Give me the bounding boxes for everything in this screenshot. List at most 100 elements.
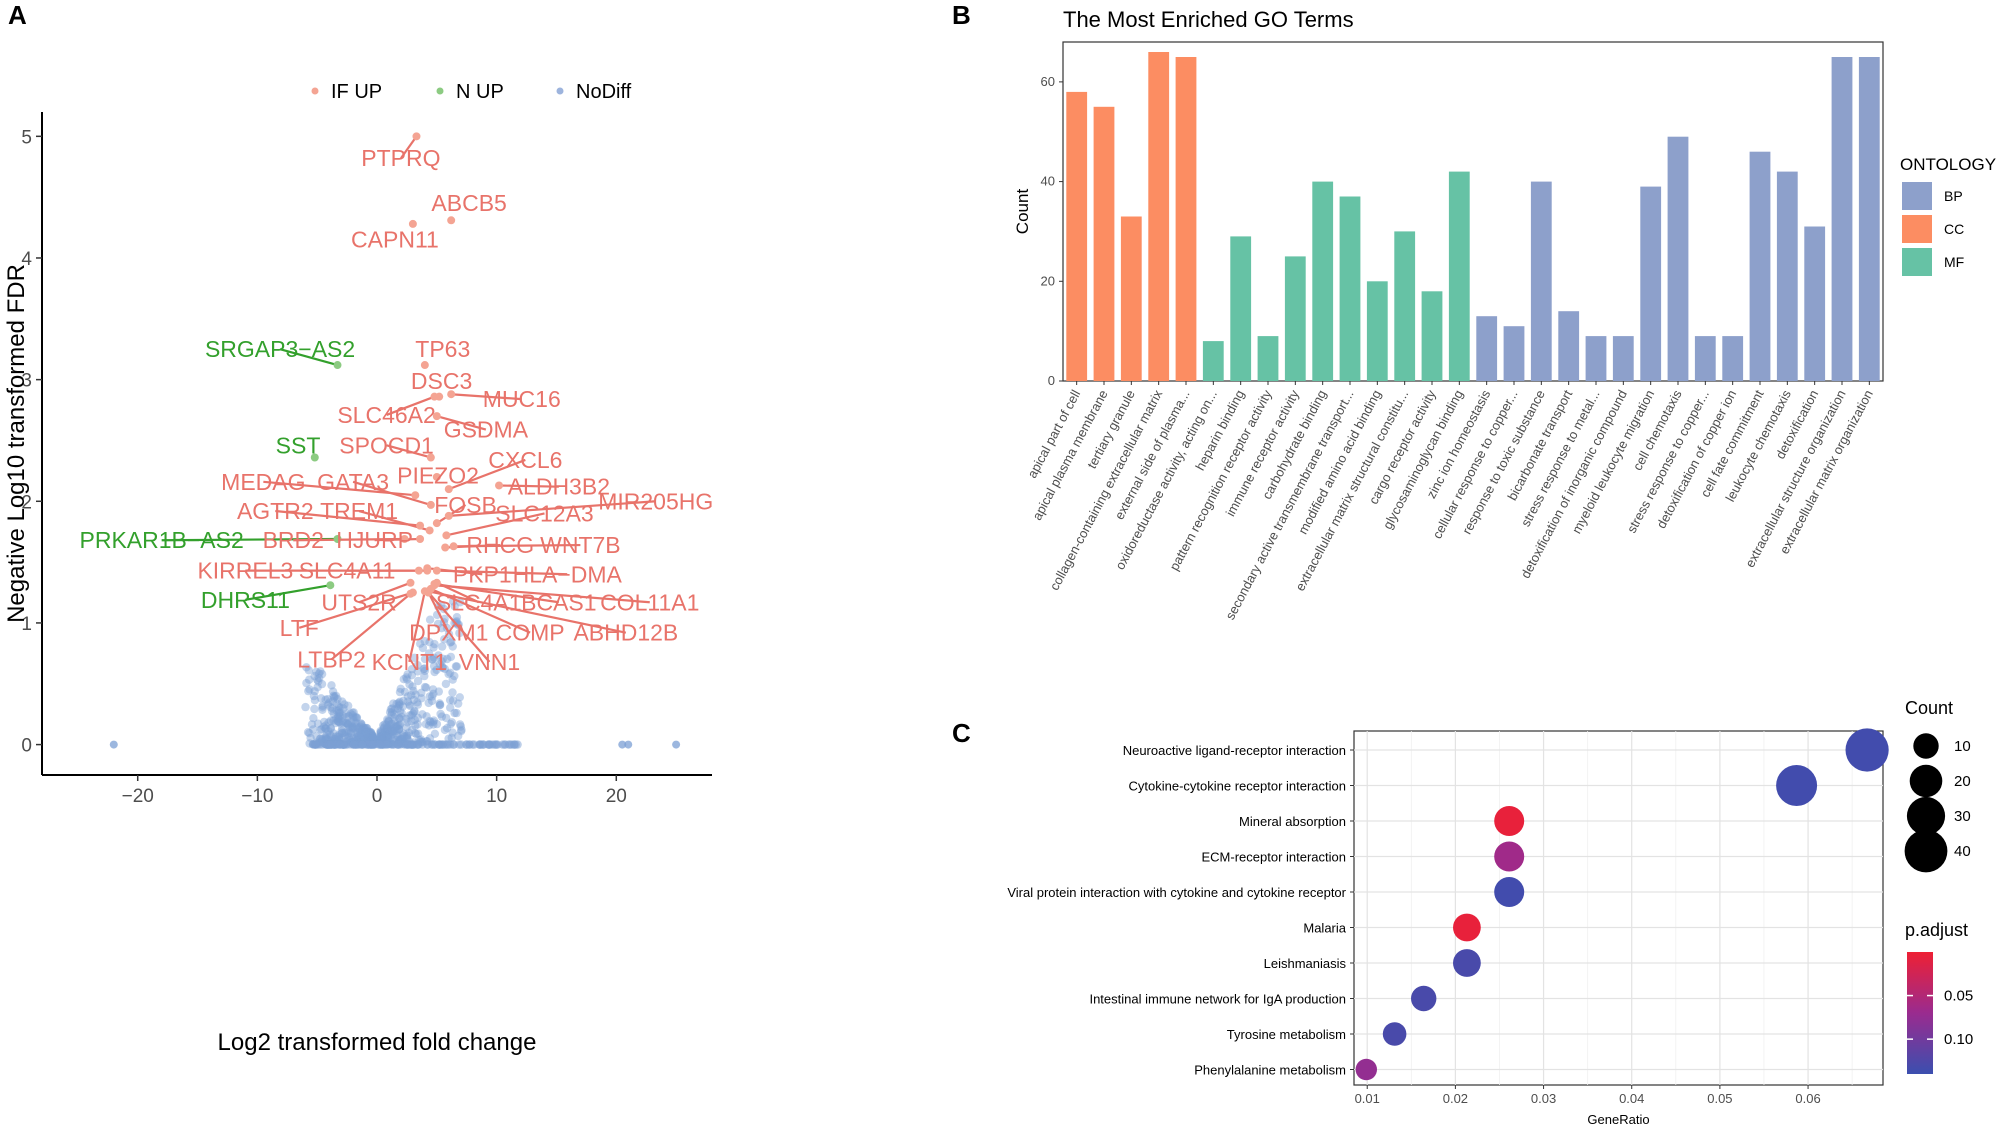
connector-muc16 <box>451 393 522 401</box>
legend-label-cc: CC <box>1944 221 1964 237</box>
nodiff-point <box>376 728 386 737</box>
nodiff-point <box>393 740 402 749</box>
nodiff-point <box>351 718 360 727</box>
nodiff-point <box>346 709 355 718</box>
nodiff-point <box>430 639 439 649</box>
nodiff-point <box>321 732 330 741</box>
nodiff-point <box>328 687 338 696</box>
nodiff-point <box>360 724 369 733</box>
nodiff-point <box>395 714 404 723</box>
gene-label-fosb: FOSB <box>434 492 497 518</box>
nodiff-point <box>437 624 446 633</box>
nodiff-point <box>340 700 349 709</box>
nodiff-point <box>424 649 434 658</box>
nodiff-point <box>438 642 447 651</box>
nodiff-point <box>358 731 367 740</box>
nodiff-point <box>446 638 455 647</box>
nodiff-point <box>410 706 419 716</box>
gene-label-pkp1: PKP1 <box>453 561 512 587</box>
nodiff-point <box>326 724 336 733</box>
nodiff-point <box>430 729 440 738</box>
nodiff-point <box>352 713 361 723</box>
nodiff-point <box>368 732 377 741</box>
nodiff-point <box>376 732 386 741</box>
nodiff-point <box>321 695 330 704</box>
bar-extracellular-structure-organization <box>1831 57 1853 381</box>
connector-uts2r <box>358 581 411 604</box>
nodiff-point <box>342 728 351 737</box>
nodiff-point <box>383 728 392 737</box>
nodiff-point <box>321 734 330 743</box>
nodiff-point <box>379 724 388 733</box>
nodiff-point <box>337 733 346 743</box>
nodiff-point <box>413 698 422 707</box>
connector-gata3 <box>352 480 432 506</box>
nodiff-point <box>376 726 385 736</box>
nodiff-point <box>410 707 419 717</box>
gene-label-kirrel3: KIRREL3 <box>197 558 293 584</box>
nodiff-point <box>331 718 340 728</box>
nodiff-point <box>426 718 435 727</box>
nodiff-point <box>338 718 348 727</box>
nodiff-point <box>424 721 434 730</box>
gene-label-ptprq: PTPRQ <box>361 145 440 171</box>
nodiff-point <box>383 725 393 734</box>
nodiff-point <box>344 732 354 741</box>
nodiff-point <box>337 729 347 738</box>
nodiff-point <box>440 635 449 644</box>
nodiff-point <box>334 711 343 720</box>
gene-label-hla-dma: HLA−DMA <box>513 561 623 587</box>
x-tick-label: 0.02 <box>1443 1091 1468 1106</box>
nodiff-point <box>367 732 377 741</box>
gene-label-dhrs11: DHRS11 <box>201 587 290 613</box>
nodiff-point <box>357 740 367 749</box>
kegg-x-axis-title: GeneRatio <box>1587 1112 1649 1127</box>
nodiff-point <box>379 723 389 732</box>
gene-label-slc4a1: SLC4A1 <box>436 589 522 615</box>
gene-label-trem1: TREM1 <box>320 498 398 524</box>
nodiff-point <box>407 691 416 700</box>
nodiff-point <box>427 696 437 706</box>
nodiff-point <box>332 699 342 708</box>
nodiff-point <box>394 725 404 734</box>
dot-viral-protein-interaction-with-cytokine-and-cytokine-receptor <box>1494 877 1525 907</box>
nodiff-point <box>340 728 349 737</box>
nodiff-point <box>320 717 329 727</box>
nodiff-point <box>446 652 456 662</box>
count-legend-dot-10 <box>1913 733 1939 759</box>
nodiff-point <box>409 695 419 705</box>
bar-response-to-toxic-substance <box>1530 181 1552 381</box>
connector-agtr2 <box>275 509 421 527</box>
gene-label-ltbp2: LTBP2 <box>297 646 366 672</box>
nodiff-point <box>444 629 454 639</box>
nodiff-point <box>398 702 408 711</box>
nodiff-point <box>352 713 362 722</box>
go-bars <box>1066 52 1880 382</box>
nodiff-point <box>343 720 353 730</box>
pathway-label-tyrosine-metabolism: Tyrosine metabolism <box>1227 1027 1346 1042</box>
nodiff-point <box>379 731 388 740</box>
nodiff-point <box>357 725 366 734</box>
nodiff-point <box>384 717 393 726</box>
nodiff-point <box>329 729 338 738</box>
nodiff-point <box>328 704 337 713</box>
nodiff-point <box>452 708 461 718</box>
nodiff-point <box>309 691 319 701</box>
nodiff-point <box>428 685 438 694</box>
nodiff-point <box>367 732 377 741</box>
nodiff-point <box>449 740 459 749</box>
connector-slc12a3 <box>446 512 545 537</box>
bar-stress-response-to-metal <box>1585 336 1607 381</box>
count-legend-dot-30 <box>1906 796 1946 836</box>
nodiff-point <box>331 714 340 723</box>
nodiff-point <box>328 697 338 706</box>
bar-stress-response-to-copper <box>1694 336 1716 381</box>
nodiff-point <box>430 667 439 677</box>
nodiff-point <box>403 731 412 740</box>
bar-modified-amino-acid-binding <box>1366 281 1388 381</box>
ontology-legend: ONTOLOGY BP CC MF <box>1900 155 1996 276</box>
nodiff-point <box>362 728 372 737</box>
nodiff-point <box>435 699 444 708</box>
nodiff-point <box>403 718 412 727</box>
nodiff-point <box>354 723 363 733</box>
